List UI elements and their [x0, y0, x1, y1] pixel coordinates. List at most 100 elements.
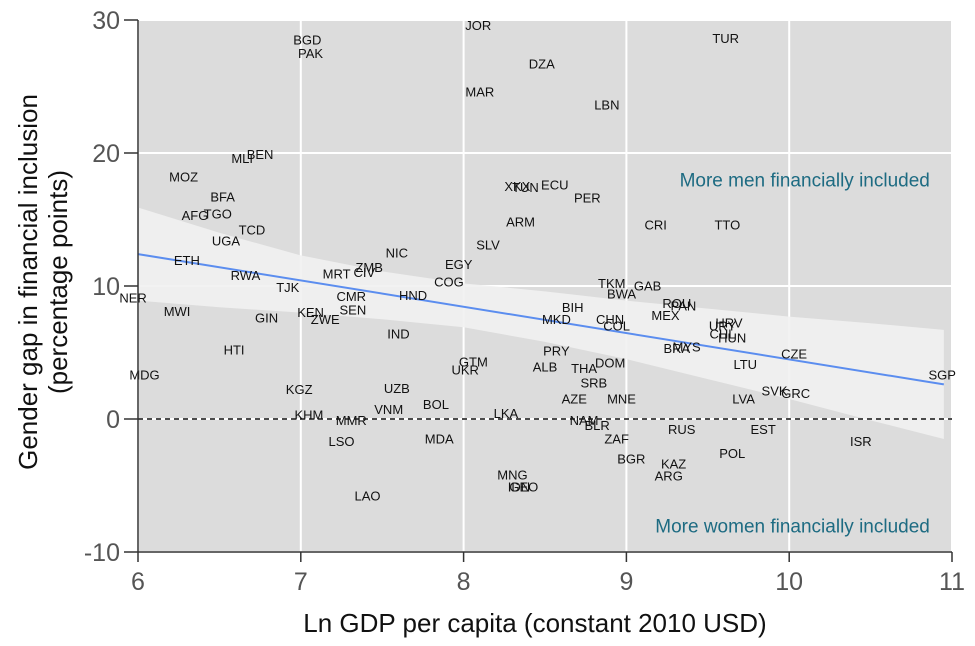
point-label-est: EST — [751, 422, 776, 437]
point-label-idn: IDN — [508, 479, 530, 494]
point-label-grc: GRC — [781, 386, 810, 401]
point-label-isr: ISR — [850, 434, 872, 449]
point-label-ken: KEN — [297, 305, 324, 320]
point-label-bra: BRA — [664, 341, 691, 356]
point-label-rus: RUS — [668, 422, 696, 437]
y-tick-label: 30 — [92, 7, 120, 35]
point-label-kaz: KAZ — [661, 457, 686, 472]
point-label-sgp: SGP — [928, 368, 955, 383]
x-tick-label: 11 — [939, 568, 965, 596]
point-label-chn: CHN — [596, 312, 624, 327]
point-label-mrt: MRT — [323, 267, 351, 282]
point-label-chl: CHL — [709, 326, 735, 341]
point-label-mex: MEX — [651, 308, 680, 323]
point-label-dom: DOM — [595, 356, 625, 371]
annotation-women: More women financially included — [655, 516, 930, 537]
y-tick-label: 0 — [106, 406, 120, 434]
y-tick-label: -10 — [84, 539, 120, 567]
point-label-uga: UGA — [212, 233, 241, 248]
point-label-slv: SLV — [476, 237, 500, 252]
point-label-tur: TUR — [712, 31, 739, 46]
point-label-nam: NAM — [570, 413, 599, 428]
confidence-band — [138, 207, 944, 439]
point-label-zmb: ZMB — [355, 260, 382, 275]
axes: -10 0 10 20 30 6 7 8 9 10 11 — [84, 7, 965, 596]
point-label-mda: MDA — [425, 431, 454, 446]
point-label-ecu: ECU — [541, 177, 568, 192]
point-label-aze: AZE — [562, 392, 588, 407]
point-label-cog: COG — [434, 275, 464, 290]
point-label-tkm: TKM — [598, 276, 625, 291]
point-label-kgz: KGZ — [286, 382, 313, 397]
point-label-bgd: BGD — [293, 32, 321, 47]
point-label-egy: EGY — [445, 257, 473, 272]
point-label-lso: LSO — [328, 434, 354, 449]
point-label-uzb: UZB — [384, 381, 410, 396]
point-label-mwi: MWI — [164, 304, 191, 319]
point-label-zaf: ZAF — [604, 431, 629, 446]
point-label-ben: BEN — [247, 147, 274, 162]
x-tick-label: 6 — [131, 568, 145, 596]
point-label-mli: MLI — [231, 151, 253, 166]
point-label-bgr: BGR — [617, 451, 645, 466]
x-tick-label: 10 — [775, 568, 803, 596]
point-label-geo: GEO — [509, 479, 538, 494]
y-axis-title-line2: (percentage points) — [43, 170, 73, 394]
point-label-sen: SEN — [340, 302, 367, 317]
point-label-mne: MNE — [607, 392, 636, 407]
point-label-pak: PAK — [298, 46, 323, 61]
point-label-bol: BOL — [423, 397, 449, 412]
point-label-civ: CIV — [353, 265, 375, 280]
point-label-gab: GAB — [634, 279, 661, 294]
point-label-ukr: UKR — [452, 362, 479, 377]
point-label-mmr: MMR — [336, 413, 367, 428]
point-label-gtm: GTM — [459, 354, 488, 369]
annotation-men: More men financially included — [680, 171, 930, 192]
point-label-hun: HUN — [718, 330, 746, 345]
point-label-tun: TUN — [512, 180, 539, 195]
point-label-rou: ROU — [662, 296, 691, 311]
point-label-tto: TTO — [714, 217, 740, 232]
y-axis-title-line1: Gender gap in financial inclusion — [13, 94, 43, 470]
point-label-alb: ALB — [533, 360, 558, 375]
point-label-mdg: MDG — [129, 368, 159, 383]
point-label-tcd: TCD — [239, 223, 266, 238]
point-label-mar: MAR — [465, 84, 494, 99]
point-label-hnd: HND — [399, 288, 427, 303]
point-label-pan: PAN — [670, 298, 696, 313]
point-label-arm: ARM — [506, 215, 535, 230]
point-label-blr: BLR — [584, 418, 609, 433]
point-label-nic: NIC — [386, 245, 408, 260]
point-label-ner: NER — [119, 290, 146, 305]
point-label-jor: JOR — [465, 18, 491, 33]
y-tick-label: 20 — [92, 140, 120, 168]
point-label-lbn: LBN — [594, 98, 619, 113]
point-label-tgo: TGO — [204, 207, 232, 222]
point-label-svk: SVK — [762, 384, 788, 399]
point-label-lva: LVA — [732, 392, 755, 407]
point-label-cmr: CMR — [336, 289, 366, 304]
point-label-pry: PRY — [543, 344, 570, 359]
point-label-bih: BIH — [562, 300, 584, 315]
point-label-lka: LKA — [494, 406, 519, 421]
point-label-rwa: RWA — [231, 268, 261, 283]
point-label-mkd: MKD — [542, 312, 571, 327]
fit-line — [137, 253, 945, 386]
point-label-dza: DZA — [529, 56, 555, 71]
point-label-srb: SRB — [580, 376, 607, 391]
x-tick-label: 8 — [457, 568, 471, 596]
x-tick-label: 9 — [619, 568, 633, 596]
point-label-lao: LAO — [355, 489, 381, 504]
point-label-ltu: LTU — [733, 357, 757, 372]
point-label-tha: THA — [571, 361, 597, 376]
point-label-gin: GIN — [255, 310, 278, 325]
point-label-tjk: TJK — [276, 280, 299, 295]
point-label-mys: MYS — [673, 340, 702, 355]
point-label-afg: AFG — [182, 208, 209, 223]
point-label-zwe: ZWE — [311, 312, 340, 327]
point-label-vnm: VNM — [374, 402, 403, 417]
point-label-khm: KHM — [294, 408, 323, 423]
point-label-cze: CZE — [781, 346, 807, 361]
y-tick-label: 10 — [92, 273, 120, 301]
